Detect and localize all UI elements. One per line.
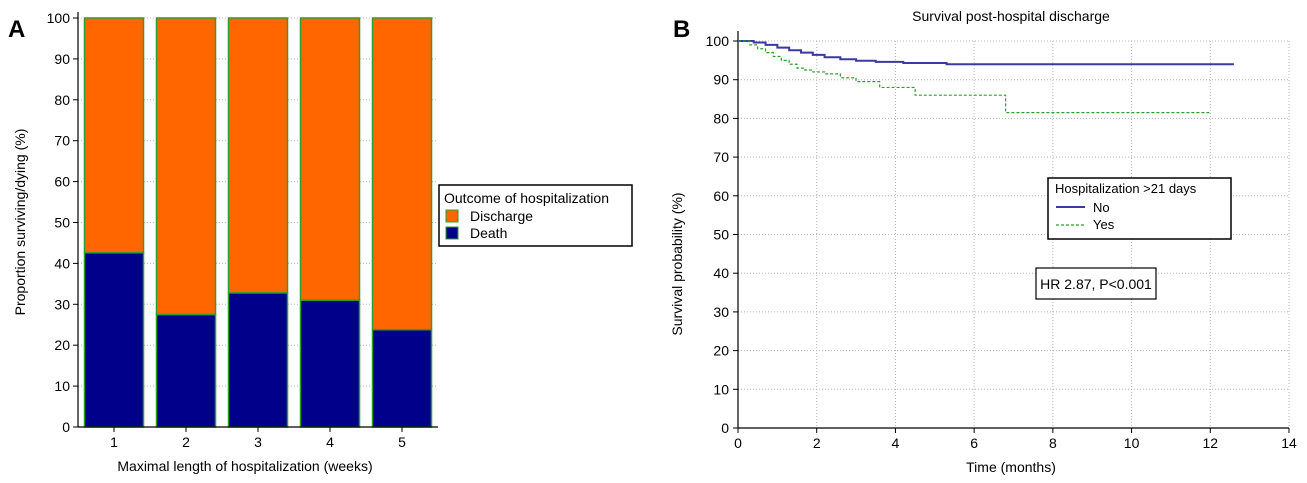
chart-b-legend-title: Hospitalization >21 days — [1055, 181, 1197, 196]
chart-b-y-tick-label: 60 — [713, 188, 729, 204]
chart-a-legend-title: Outcome of hospitalization — [444, 190, 609, 206]
chart-b-annotation-text: HR 2.87, P<0.001 — [1040, 276, 1152, 292]
chart-b-x-tick-label: 14 — [1281, 435, 1297, 451]
chart-b-y-tick-label: 20 — [713, 343, 729, 359]
chart-b-y-tick-label: 100 — [706, 33, 730, 49]
chart-b-x-tick-label: 2 — [813, 435, 821, 451]
chart-b-y-tick-label: 70 — [713, 149, 729, 165]
chart-a-bar-discharge-week-1 — [83, 17, 145, 254]
chart-b: Survival post-hospital discharge 0102030… — [669, 8, 1297, 475]
chart-b-series-line-no — [738, 40, 1234, 66]
chart-b-y-tick-label: 0 — [721, 420, 729, 436]
chart-b-annotation-box — [1035, 267, 1157, 300]
chart-b-x-tick-label: 4 — [892, 435, 900, 451]
chart-a-legend-swatch-death — [445, 226, 459, 240]
chart-a-bar-death-week-2 — [155, 313, 217, 428]
chart-b-legend: Hospitalization >21 days No Yes — [1047, 177, 1232, 240]
chart-b-y-axis-label: Survival probability (%) — [669, 192, 685, 335]
chart-a-x-tick-label: 4 — [326, 434, 334, 450]
chart-a-y-tick-label: 70 — [54, 133, 70, 149]
chart-a-x-tick-label: 3 — [254, 434, 262, 450]
chart-a-y-tick-label: 90 — [54, 51, 70, 67]
chart-b-y-tick-label: 90 — [713, 72, 729, 88]
chart-a-y-tick-label: 100 — [47, 10, 71, 26]
chart-a-y-ticks: 0 10 20 30 40 50 60 70 80 90 100 — [47, 10, 78, 435]
chart-a-x-tick-label: 2 — [182, 434, 190, 450]
chart-b-legend-label-no: No — [1093, 200, 1110, 215]
chart-a-y-tick-label: 10 — [54, 378, 70, 394]
chart-b-y-tick-label: 10 — [713, 381, 729, 397]
chart-a-bar-death-week-4 — [299, 299, 361, 428]
chart-a-legend-swatch-discharge — [445, 209, 459, 223]
chart-a-y-tick-label: 0 — [62, 419, 70, 435]
chart-b-x-tick-label: 10 — [1124, 435, 1140, 451]
chart-a-y-tick-label: 40 — [54, 255, 70, 271]
chart-a-y-tick-label: 50 — [54, 215, 70, 231]
chart-b-x-tick-label: 8 — [1049, 435, 1057, 451]
chart-a-x-tick-label: 5 — [398, 434, 406, 450]
chart-a-legend-label-discharge: Discharge — [470, 208, 533, 224]
chart-b-x-ticks: 0 2 4 6 8 10 12 14 — [734, 428, 1297, 451]
chart-b-axes — [737, 31, 1289, 429]
chart-a-legend-box — [438, 184, 633, 247]
chart-a-bar-discharge-week-3 — [227, 17, 289, 294]
chart-a-legend-label-death: Death — [470, 225, 507, 241]
chart-a-bar-discharge-week-5 — [371, 17, 433, 331]
chart-b-legend-box — [1047, 177, 1232, 240]
chart-b-y-tick-label: 30 — [713, 304, 729, 320]
panel-a-label: A — [8, 16, 25, 43]
chart-a-y-tick-label: 80 — [54, 92, 70, 108]
chart-a-bar-discharge-week-4 — [299, 17, 361, 301]
chart-b-y-ticks: 0 10 20 30 40 50 60 70 80 90 100 — [706, 33, 738, 436]
chart-b-series — [738, 40, 1234, 114]
chart-a-y-tick-label: 20 — [54, 337, 70, 353]
chart-b-y-tick-label: 40 — [713, 265, 729, 281]
chart-b-x-axis-label: Time (months) — [966, 459, 1056, 475]
chart-b-y-tick-label: 50 — [713, 227, 729, 243]
panel-b-label: B — [673, 16, 690, 43]
chart-a-bar-death-week-1 — [83, 252, 145, 428]
chart-b-x-tick-label: 6 — [970, 435, 978, 451]
chart-a-y-tick-label: 60 — [54, 174, 70, 190]
chart-a-x-axis-label: Maximal length of hospitalization (weeks… — [117, 458, 372, 474]
chart-b-title: Survival post-hospital discharge — [912, 8, 1110, 24]
chart-b-series-line-yes — [738, 40, 1211, 114]
chart-b-annotation: HR 2.87, P<0.001 — [1035, 267, 1157, 300]
chart-a: 0 10 20 30 40 50 60 70 80 90 100 1 2 3 4 5 Maximal len… — [12, 10, 633, 474]
chart-b-x-tick-label: 0 — [734, 435, 742, 451]
chart-a-bar-discharge-week-2 — [155, 17, 217, 316]
chart-a-x-ticks: 1 2 3 4 5 — [110, 427, 406, 450]
chart-a-y-tick-label: 30 — [54, 296, 70, 312]
chart-a-legend: Outcome of hospitalization Discharge Dea… — [438, 184, 633, 247]
chart-b-y-tick-label: 80 — [713, 110, 729, 126]
chart-a-bar-death-week-5 — [371, 328, 433, 428]
chart-a-bar-death-week-3 — [227, 292, 289, 428]
chart-b-x-tick-label: 12 — [1202, 435, 1218, 451]
chart-a-y-axis-label: Proportion surviving/dying (%) — [12, 129, 28, 316]
chart-a-x-tick-label: 1 — [110, 434, 118, 450]
chart-b-legend-label-yes: Yes — [1093, 217, 1115, 232]
chart-a-bars — [83, 17, 433, 428]
